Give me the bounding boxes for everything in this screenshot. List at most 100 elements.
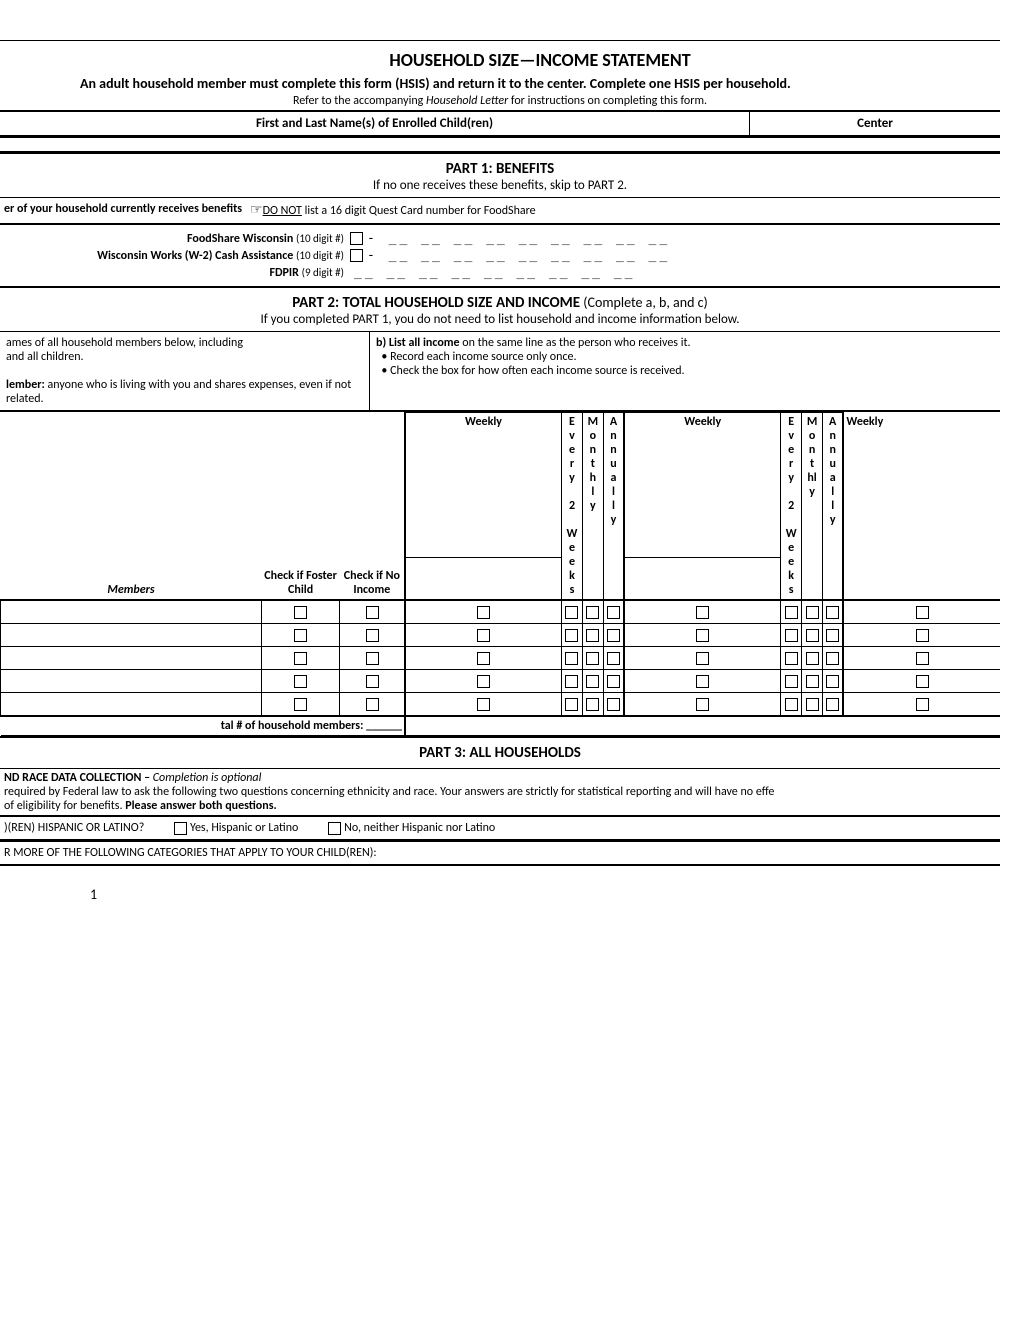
freq-checkbox[interactable] [826,629,839,642]
table-row [1,670,1001,693]
col-foster: Check if Foster Child [261,413,339,601]
foster-checkbox[interactable] [294,698,307,711]
foster-checkbox[interactable] [294,629,307,642]
freq-checkbox[interactable] [696,698,709,711]
hispanic-yes-checkbox[interactable] [174,822,187,835]
freq-checkbox[interactable] [586,606,599,619]
freq-checkbox[interactable] [806,698,819,711]
freq-checkbox[interactable] [477,675,490,688]
col-income-1: Weekly [405,413,562,558]
member-name-field[interactable] [1,647,262,670]
freq-checkbox[interactable] [696,629,709,642]
freq-checkbox[interactable] [565,652,578,665]
pointer-icon: ☞ [250,203,263,218]
freq-checkbox[interactable] [607,675,620,688]
freq-checkbox[interactable] [806,629,819,642]
freq-checkbox[interactable] [785,698,798,711]
freq-checkbox[interactable] [785,606,798,619]
col-income-2: Weekly [624,413,781,558]
freq-checkbox[interactable] [916,652,929,665]
foster-checkbox[interactable] [261,600,339,624]
col-no-income: Check if No Income [340,413,405,601]
part2-title: PART 2: TOTAL HOUSEHOLD SIZE AND INCOME … [0,288,1000,312]
freq-checkbox[interactable] [477,652,490,665]
income-blank-3[interactable] [843,558,1000,600]
col-freq-e2w-2: Every2Weeks [781,413,802,601]
freq-checkbox[interactable] [607,606,620,619]
freq-checkbox[interactable] [586,629,599,642]
freq-checkbox[interactable] [826,698,839,711]
freq-checkbox[interactable] [607,652,620,665]
table-row [1,624,1001,647]
freq-checkbox[interactable] [586,652,599,665]
member-name-field[interactable] [1,693,262,717]
no-income-checkbox[interactable] [340,600,405,624]
foster-checkbox[interactable] [294,675,307,688]
freq-checkbox[interactable] [806,606,819,619]
enrolled-children-label: First and Last Name(s) of Enrolled Child… [0,112,750,135]
program-row-foodshare: FoodShare Wisconsin (10 digit #) - __ __… [0,231,1000,246]
ethnicity-heading: ND RACE DATA COLLECTION – Completion is … [0,769,1000,817]
member-name-field[interactable] [1,670,262,693]
freq-checkbox[interactable] [826,652,839,665]
freq-checkbox[interactable] [696,675,709,688]
freq-checkbox[interactable] [607,629,620,642]
freq-checkbox[interactable] [785,675,798,688]
center-label: Center [750,112,1000,135]
freq-checkbox[interactable] [826,675,839,688]
freq-checkbox[interactable] [916,629,929,642]
freq-checkbox[interactable] [586,698,599,711]
freq-checkbox[interactable] [477,698,490,711]
table-row [1,600,1001,624]
no-income-checkbox[interactable] [366,652,379,665]
foodshare-number-field[interactable]: - __ __ __ __ __ __ __ __ __ [367,231,670,246]
fdpir-number-field[interactable]: __ __ __ __ __ __ __ __ __ [354,265,636,280]
member-name-field[interactable] [1,624,262,647]
member-name-field[interactable] [1,600,262,624]
col-freq-annual-1: Annually [603,413,624,601]
page-number: 1 [90,886,1000,903]
freq-checkbox[interactable] [826,606,839,619]
benefits-right-text: ☞DO NOT list a 16 digit Quest Card numbe… [246,200,540,221]
table-row [1,647,1001,670]
freq-checkbox[interactable] [806,652,819,665]
part2-section-a: ames of all household members below, inc… [0,332,370,410]
foodshare-checkbox[interactable] [350,232,363,245]
freq-checkbox[interactable] [565,698,578,711]
freq-checkbox[interactable] [785,652,798,665]
income-table: Members Check if Foster Child Check if N… [0,412,1000,736]
hispanic-no-checkbox[interactable] [328,822,341,835]
freq-checkbox[interactable] [565,629,578,642]
no-income-checkbox[interactable] [366,698,379,711]
freq-checkbox[interactable] [477,629,490,642]
freq-checkbox[interactable] [586,675,599,688]
income-blank-1[interactable] [405,558,562,600]
freq-checkbox[interactable] [565,675,578,688]
no-income-checkbox[interactable] [366,629,379,642]
income-blank-2[interactable] [624,558,781,600]
table-row [1,693,1001,717]
freq-checkbox[interactable] [696,652,709,665]
freq-checkbox[interactable] [916,698,929,711]
income-amount-1[interactable] [405,600,562,624]
refer-text: Refer to the accompanying Household Lett… [0,94,1000,108]
freq-checkbox[interactable] [565,606,578,619]
part1-sub: If no one receives these benefits, skip … [0,178,1000,197]
foster-checkbox[interactable] [294,652,307,665]
total-row: tal # of household members: ______ [1,716,1001,736]
income-amount-2[interactable] [624,600,781,624]
income-amount-3[interactable] [843,600,1000,624]
program-row-fdpir: FDPIR (9 digit #) __ __ __ __ __ __ __ _… [0,265,1000,280]
part1-title: PART 1: BENEFITS [0,154,1000,178]
freq-checkbox[interactable] [916,675,929,688]
col-freq-monthly-1: Monthly [582,413,603,601]
col-freq-annual-2: Annually [823,413,844,601]
page-title: HOUSEHOLD SIZE—INCOME STATEMENT [80,49,1000,71]
w2-checkbox[interactable] [350,249,363,262]
freq-checkbox[interactable] [785,629,798,642]
w2-number-field[interactable]: - __ __ __ __ __ __ __ __ __ [367,248,670,263]
freq-checkbox[interactable] [806,675,819,688]
no-income-checkbox[interactable] [366,675,379,688]
col-income-3: Weekly [843,413,1000,558]
freq-checkbox[interactable] [607,698,620,711]
